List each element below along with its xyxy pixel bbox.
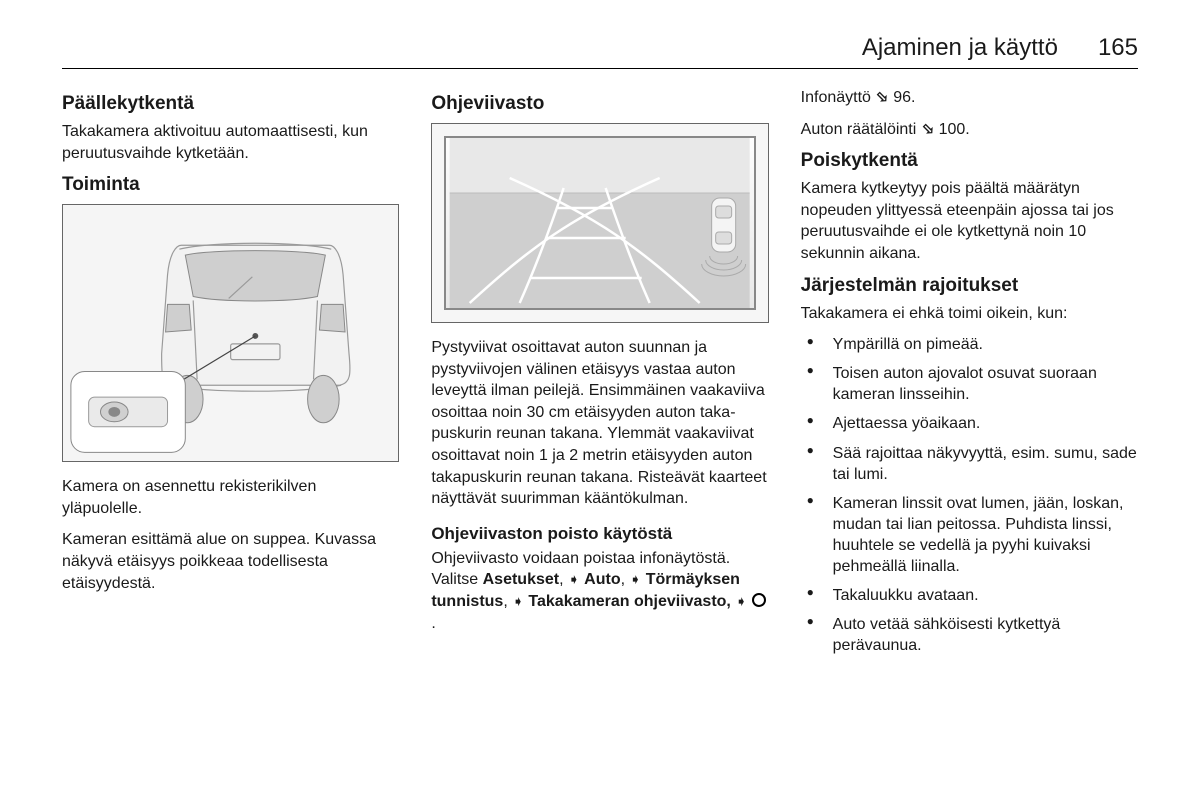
customisation-page: 100. [939,121,970,138]
column-3: Infonäyttö ⇨ 96. Auton räätälöinti ⇨ 100… [801,87,1138,665]
column-2: Ohjeviivasto [431,87,768,665]
page-header: Ajaminen ja käyttö 165 [62,34,1138,69]
car-rear-illustration [63,205,398,461]
menu-step-rearcam-guides: Takakameran ohjeviivasto, [528,593,730,610]
text-deactivation: Kamera kytkeytyy pois päältä määrä­tyn n… [801,178,1138,264]
guideline-overlay-illustration [446,138,753,308]
list-item: Kameran linssit ovat lumen, jään, loskan… [801,493,1138,577]
info-display-label: Infonäyttö [801,89,876,106]
arrow-icon: ➧ [630,570,642,589]
heading-limitations: Järjestelmän rajoitukset [801,275,1138,297]
limitations-list: Ympärillä on pimeää. Toisen auton ajoval… [801,334,1138,656]
text-customisation-ref: Auton räätälöinti ⇨ 100. [801,119,1138,141]
text-camera-area: Kameran esittämä alue on suppea. Kuvassa… [62,529,399,594]
heading-function: Toiminta [62,174,399,196]
header-title: Ajaminen ja käyttö [862,34,1058,62]
heading-deactivation: Poiskytkentä [801,150,1138,172]
content-columns: Päällekytkentä Takakamera aktivoituu aut… [62,87,1138,665]
heading-guidelines-off: Ohjeviivaston poisto käytöstä [431,524,768,544]
heading-guidelines: Ohjeviivasto [431,93,768,115]
menu-step-auto: Auto [584,571,620,588]
toggle-off-icon [752,593,766,607]
arrow-icon: ➧ [568,570,580,589]
customisation-label: Auton räätälöinti [801,121,921,138]
info-display-page: 96. [893,89,915,106]
list-item: Ympärillä on pimeää. [801,334,1138,355]
text-guidelines-explain: Pystyviivat osoittavat auton suunnan ja … [431,337,768,510]
list-item: Takaluukku avataan. [801,585,1138,606]
text-guidelines-off: Ohjeviivasto voidaan poistaa infonäy­tös… [431,548,768,634]
display-screen [444,136,755,310]
text-activation: Takakamera aktivoituu automaatti­sesti, … [62,121,399,164]
list-item: Ajettaessa yöaikaan. [801,413,1138,434]
menu-step-settings: Asetukset [483,571,559,588]
page-number: 165 [1098,34,1138,62]
figure-guideline-display [431,123,768,323]
arrow-icon: ➧ [512,592,524,611]
text-info-display-ref: Infonäyttö ⇨ 96. [801,87,1138,109]
list-item: Auto vetää sähköisesti kytkettyä perävau… [801,614,1138,656]
heading-activation: Päällekytkentä [62,93,399,115]
text-limitations-lead: Takakamera ei ehkä toimi oikein, kun: [801,303,1138,325]
column-1: Päällekytkentä Takakamera aktivoituu aut… [62,87,399,665]
figure-rear-camera-location [62,204,399,462]
arrow-icon: ➧ [735,592,747,611]
list-item: Sää rajoittaa näkyvyyttä, esim. sumu, sa… [801,443,1138,485]
list-item: Toisen auton ajovalot osuvat suoraan kam… [801,363,1138,405]
text-camera-position: Kamera on asennettu rekisterikilven yläp… [62,476,399,519]
